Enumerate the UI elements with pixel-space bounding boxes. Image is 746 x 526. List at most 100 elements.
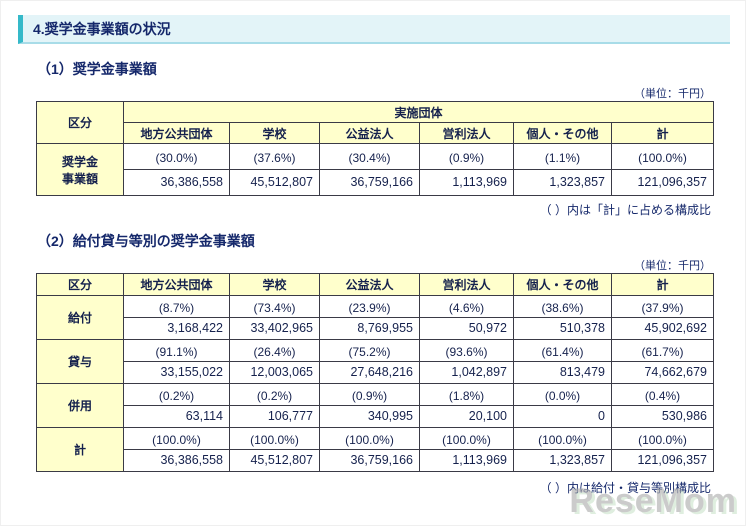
- pct-cell: (26.4%): [229, 339, 320, 362]
- pct-cell: (8.7%): [123, 295, 230, 318]
- row-header-line: 奨学金: [61, 154, 98, 169]
- pct-cell: (0.4%): [611, 383, 714, 406]
- value-cell: 106,777: [229, 405, 320, 428]
- table-row: 3,168,422 33,402,965 8,769,955 50,972 51…: [37, 317, 714, 340]
- value-cell: 510,378: [513, 317, 612, 340]
- row-header-line: 事業額: [61, 171, 98, 186]
- row-header: 計: [36, 427, 124, 472]
- pct-cell: (100.0%): [419, 427, 514, 450]
- row-header: 貸与: [36, 339, 124, 384]
- value-cell: 63,114: [123, 405, 230, 428]
- value-cell: 45,902,692: [611, 317, 714, 340]
- column-header: 計: [611, 273, 714, 296]
- pct-cell: (38.6%): [513, 295, 612, 318]
- section2-footnote: （ ）内は給付・貸与等別構成比: [539, 481, 711, 495]
- column-header: 地方公共団体: [123, 273, 230, 296]
- table-row: 36,386,558 45,512,807 36,759,166 1,113,9…: [37, 449, 714, 472]
- pct-cell: (100.0%): [611, 427, 714, 450]
- value-cell: 1,113,969: [419, 449, 514, 472]
- column-header: 地方公共団体: [123, 122, 230, 144]
- pct-cell: (0.9%): [419, 143, 514, 170]
- value-cell: 36,759,166: [319, 169, 420, 196]
- pct-cell: (100.0%): [319, 427, 420, 450]
- pct-cell: (0.0%): [513, 383, 612, 406]
- pct-cell: (0.9%): [319, 383, 420, 406]
- table-row: 併用 (0.2%) (0.2%) (0.9%) (1.8%) (0.0%) (0…: [36, 383, 714, 428]
- section1-footnote: （ ）内は「計」に占める構成比: [539, 203, 711, 217]
- pct-cell: (91.1%): [123, 339, 230, 362]
- table-row: 奨学金事業額 (30.0%) (37.6%) (30.4%) (0.9%) (1…: [36, 143, 714, 196]
- row-header: 奨学金 事業額: [36, 143, 124, 196]
- table-row: 給付 (8.7%) (73.4%) (23.9%) (4.6%) (38.6%)…: [36, 295, 714, 340]
- column-header: 公益法人: [319, 273, 420, 296]
- value-cell: 36,386,558: [123, 169, 230, 196]
- column-header: 個人・その他: [513, 122, 612, 144]
- row-header: 併用: [36, 383, 124, 428]
- value-cell: 45,512,807: [229, 169, 320, 196]
- value-cell: 3,168,422: [123, 317, 230, 340]
- value-cell: 8,769,955: [319, 317, 420, 340]
- value-cell: 1,323,857: [513, 169, 612, 196]
- column-header: 営利法人: [419, 273, 514, 296]
- resemom-watermark: ReseMom: [569, 482, 737, 520]
- section1-heading: （1）奨学金事業額: [37, 61, 157, 77]
- column-header: 営利法人: [419, 122, 514, 144]
- value-cell: 36,386,558: [123, 449, 230, 472]
- table-row: 33,155,022 12,003,065 27,648,216 1,042,8…: [37, 361, 714, 384]
- pct-cell: (73.4%): [229, 295, 320, 318]
- section2-unit-note: （単位：千円）: [634, 260, 711, 272]
- pct-cell: (23.9%): [319, 295, 420, 318]
- pct-cell: (61.7%): [611, 339, 714, 362]
- column-header: 学校: [229, 273, 320, 296]
- table-scholarship-total: 区分 実施団体 地方公共団体 学校 公益法人 営利法人 個人・その他 計 奨学金…: [36, 101, 714, 196]
- pct-cell: (100.0%): [611, 143, 714, 170]
- corner-header: 区分: [36, 101, 124, 144]
- value-cell: 36,759,166: [319, 449, 420, 472]
- value-cell: 121,096,357: [611, 449, 714, 472]
- value-cell: 45,512,807: [229, 449, 320, 472]
- pct-cell: (1.1%): [513, 143, 612, 170]
- table-row: 地方公共団体 学校 公益法人 営利法人 個人・その他 計: [37, 122, 714, 144]
- value-cell: 1,113,969: [419, 169, 514, 196]
- row-header: 給付: [36, 295, 124, 340]
- value-cell: 27,648,216: [319, 361, 420, 384]
- table-row: 計 (100.0%) (100.0%) (100.0%) (100.0%) (1…: [36, 427, 714, 472]
- pct-cell: (1.8%): [419, 383, 514, 406]
- pct-cell: (100.0%): [229, 427, 320, 450]
- table-scholarship-by-type: 区分 地方公共団体 学校 公益法人 営利法人 個人・その他 計 給付 (8.7%…: [36, 273, 714, 472]
- value-cell: 74,662,679: [611, 361, 714, 384]
- value-cell: 121,096,357: [611, 169, 714, 196]
- value-cell: 530,986: [611, 405, 714, 428]
- section1-unit-note: （単位：千円）: [634, 88, 711, 100]
- pct-cell: (30.0%): [123, 143, 230, 170]
- value-cell: 1,042,897: [419, 361, 514, 384]
- pct-cell: (100.0%): [513, 427, 612, 450]
- value-cell: 50,972: [419, 317, 514, 340]
- table-row: 63,114 106,777 340,995 20,100 0 530,986: [37, 405, 714, 428]
- pct-cell: (61.4%): [513, 339, 612, 362]
- value-cell: 12,003,065: [229, 361, 320, 384]
- pct-cell: (37.6%): [229, 143, 320, 170]
- pct-cell: (93.6%): [419, 339, 514, 362]
- value-cell: 340,995: [319, 405, 420, 428]
- value-cell: 1,323,857: [513, 449, 612, 472]
- value-cell: 33,402,965: [229, 317, 320, 340]
- value-cell: 20,100: [419, 405, 514, 428]
- pct-cell: (0.2%): [229, 383, 320, 406]
- table-row: 区分 地方公共団体 学校 公益法人 営利法人 個人・その他 計: [36, 273, 714, 296]
- group-header: 実施団体: [123, 101, 714, 123]
- section2-heading: （2）給付貸与等別の奨学金事業額: [37, 233, 255, 249]
- pct-cell: (4.6%): [419, 295, 514, 318]
- table-row: 36,386,558 45,512,807 36,759,166 1,113,9…: [37, 169, 714, 196]
- column-header: 計: [611, 122, 714, 144]
- pct-cell: (100.0%): [123, 427, 230, 450]
- page-title: 4.奨学金事業額の状況: [18, 15, 730, 44]
- value-cell: 0: [513, 405, 612, 428]
- table-row: 貸与 (91.1%) (26.4%) (75.2%) (93.6%) (61.4…: [36, 339, 714, 384]
- corner-header: 区分: [36, 273, 124, 296]
- column-header: 公益法人: [319, 122, 420, 144]
- pct-cell: (0.2%): [123, 383, 230, 406]
- value-cell: 813,479: [513, 361, 612, 384]
- pct-cell: (30.4%): [319, 143, 420, 170]
